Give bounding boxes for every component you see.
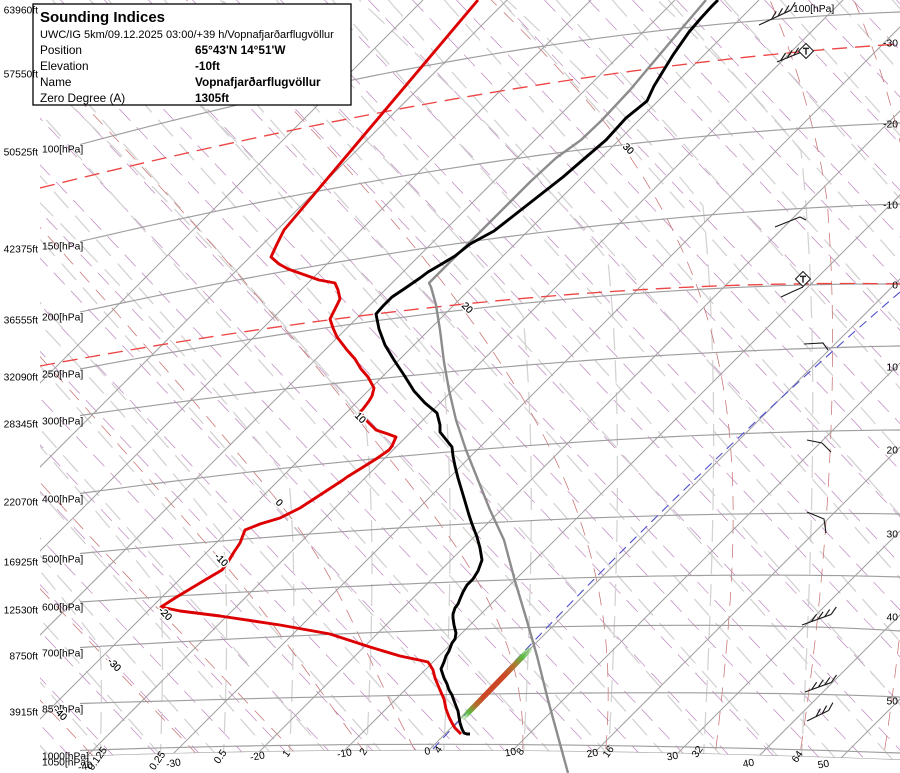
svg-text:2: 2 <box>358 746 370 757</box>
svg-text:50: 50 <box>887 697 899 708</box>
svg-text:1: 1 <box>281 748 293 759</box>
svg-text:57550ft: 57550ft <box>4 70 38 81</box>
svg-text:400[hPa]: 400[hPa] <box>42 495 83 506</box>
svg-text:300[hPa]: 300[hPa] <box>42 417 83 428</box>
svg-text:Name: Name <box>40 75 72 89</box>
svg-text:4: 4 <box>433 744 445 755</box>
svg-text:20: 20 <box>887 446 899 457</box>
svg-text:Vopnafjarðarflugvöllur: Vopnafjarðarflugvöllur <box>195 75 321 89</box>
svg-text:16925ft: 16925ft <box>4 558 38 569</box>
svg-text:200[hPa]: 200[hPa] <box>42 313 83 324</box>
svg-text:100[hPa]: 100[hPa] <box>793 4 834 15</box>
svg-text:850[hPa]: 850[hPa] <box>42 705 83 716</box>
svg-text:-30: -30 <box>165 757 182 770</box>
svg-text:20: 20 <box>586 748 599 761</box>
svg-text:600[hPa]: 600[hPa] <box>42 603 83 614</box>
svg-text:-10ft: -10ft <box>195 59 220 73</box>
svg-text:0: 0 <box>424 746 432 758</box>
svg-text:Position: Position <box>40 43 82 57</box>
svg-text:8750ft: 8750ft <box>9 652 38 663</box>
svg-text:-20: -20 <box>883 120 898 131</box>
svg-text:10: 10 <box>887 363 899 374</box>
svg-text:-40: -40 <box>77 760 94 773</box>
svg-text:500[hPa]: 500[hPa] <box>42 555 83 566</box>
svg-text:250[hPa]: 250[hPa] <box>42 370 83 381</box>
svg-text:Zero Degree (A): Zero Degree (A) <box>40 91 125 105</box>
svg-text:50: 50 <box>817 759 830 772</box>
svg-text:1305ft: 1305ft <box>195 91 229 105</box>
svg-text:100[hPa]: 100[hPa] <box>42 145 83 156</box>
svg-text:28345ft: 28345ft <box>4 420 38 431</box>
svg-text:-30: -30 <box>883 39 898 50</box>
svg-text:65°43'N 14°51'W: 65°43'N 14°51'W <box>195 43 286 57</box>
svg-text:36555ft: 36555ft <box>4 316 38 327</box>
svg-text:-10: -10 <box>883 201 898 212</box>
svg-text:Elevation: Elevation <box>40 59 89 73</box>
svg-text:30: 30 <box>887 530 899 541</box>
svg-text:150[hPa]: 150[hPa] <box>42 242 83 253</box>
svg-text:UWC/IG 5km/09.12.2025 03:00/+3: UWC/IG 5km/09.12.2025 03:00/+39 h/Vopnaf… <box>40 29 334 41</box>
svg-text:-10: -10 <box>336 747 353 760</box>
svg-text:8: 8 <box>515 746 527 757</box>
svg-text:1050[hPa]: 1050[hPa] <box>42 758 89 769</box>
svg-text:0: 0 <box>892 281 898 292</box>
svg-text:63960ft: 63960ft <box>4 6 38 17</box>
svg-text:42375ft: 42375ft <box>4 245 38 256</box>
svg-text:12530ft: 12530ft <box>4 606 38 617</box>
svg-text:32090ft: 32090ft <box>4 373 38 384</box>
svg-text:-20: -20 <box>249 750 266 763</box>
svg-text:10: 10 <box>504 747 517 760</box>
svg-text:40: 40 <box>887 613 899 624</box>
svg-text:40: 40 <box>742 758 755 771</box>
svg-text:50525ft: 50525ft <box>4 148 38 159</box>
svg-text:1000[hPa]: 1000[hPa] <box>42 752 89 763</box>
svg-text:30: 30 <box>666 751 679 764</box>
svg-text:Sounding Indices: Sounding Indices <box>40 9 165 26</box>
svg-text:700[hPa]: 700[hPa] <box>42 649 83 660</box>
svg-text:3915ft: 3915ft <box>9 708 38 719</box>
svg-text:22070ft: 22070ft <box>4 498 38 509</box>
